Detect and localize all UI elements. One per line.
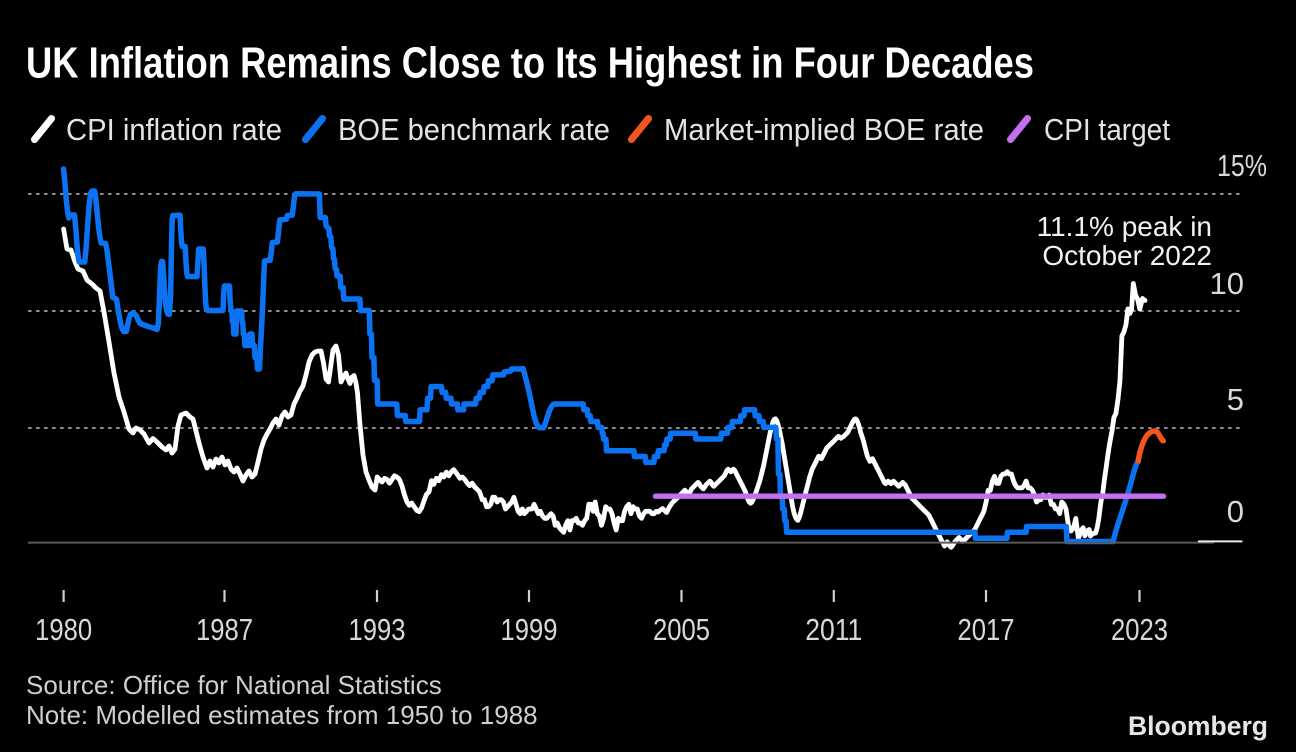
- svg-text:2017: 2017: [958, 612, 1015, 647]
- svg-text:15%: 15%: [1217, 148, 1267, 183]
- svg-text:Source: Office for National St: Source: Office for National Statistics: [26, 670, 442, 700]
- svg-text:2023: 2023: [1111, 612, 1168, 647]
- svg-text:Market-implied BOE rate: Market-implied BOE rate: [664, 112, 984, 147]
- svg-text:1993: 1993: [349, 612, 406, 647]
- svg-text:UK Inflation Remains Close to: UK Inflation Remains Close to Its Highes…: [26, 39, 1034, 88]
- svg-text:October 2022: October 2022: [1042, 240, 1212, 271]
- svg-text:1980: 1980: [35, 612, 92, 647]
- svg-text:2005: 2005: [653, 612, 710, 647]
- svg-text:0: 0: [1227, 494, 1244, 529]
- svg-text:CPI inflation rate: CPI inflation rate: [66, 112, 282, 147]
- svg-text:10: 10: [1210, 266, 1244, 301]
- svg-text:1987: 1987: [196, 612, 253, 647]
- svg-text:BOE benchmark rate: BOE benchmark rate: [338, 112, 610, 147]
- svg-text:Note: Modelled estimates from: Note: Modelled estimates from 1950 to 19…: [26, 700, 538, 730]
- svg-text:Bloomberg: Bloomberg: [1128, 711, 1268, 741]
- svg-text:1999: 1999: [501, 612, 558, 647]
- svg-text:5: 5: [1227, 382, 1244, 417]
- svg-text:11.1% peak in: 11.1% peak in: [1037, 211, 1212, 242]
- svg-text:CPI target: CPI target: [1044, 112, 1170, 147]
- svg-text:2011: 2011: [805, 612, 862, 647]
